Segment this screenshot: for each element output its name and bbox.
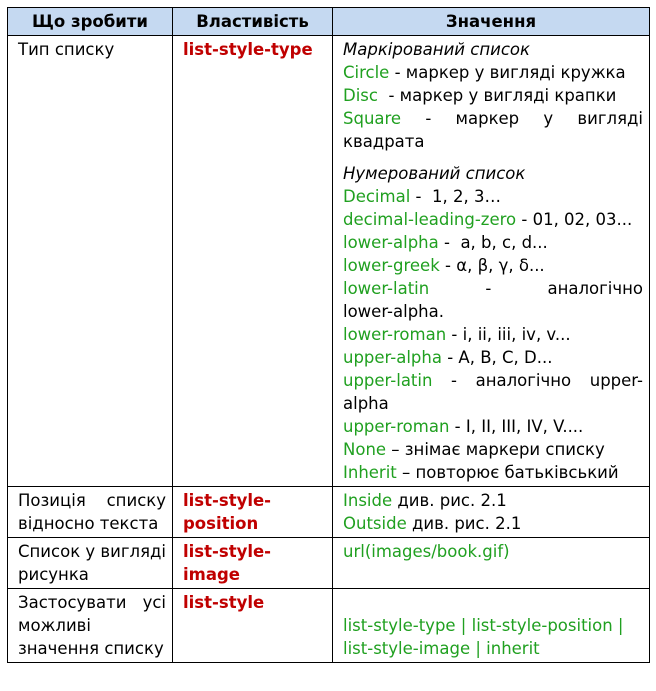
header-value: Значення <box>332 7 650 36</box>
list-item: Inside див. рис. 2.1 <box>343 491 507 510</box>
header-property: Властивість <box>172 7 333 36</box>
header-what: Що зробити <box>7 7 173 36</box>
cell-property: list-style <box>172 588 333 663</box>
list-item: Circle - маркер у вигляді кружка <box>343 63 626 82</box>
cell-values: Маркірований список Circle - маркер у ви… <box>332 35 650 487</box>
cell-property: list-style-image <box>172 537 333 589</box>
list-item: lower-latin - аналогічно lower-alpha. <box>343 279 643 321</box>
cell-property: list-style-position <box>172 486 333 538</box>
list-item: Outside див. рис. 2.1 <box>343 514 522 533</box>
cell-what: Список у вигляді рисунка <box>7 537 173 589</box>
list-item: Decimal - 1, 2, 3… <box>343 187 501 206</box>
numbered-list-heading: Нумерований список <box>343 164 526 183</box>
list-item: lower-greek - α, β, γ, δ... <box>343 256 545 275</box>
list-item: lower-alpha - a, b, c, d... <box>343 233 548 252</box>
cell-values: Inside див. рис. 2.1 Outside див. рис. 2… <box>332 486 650 538</box>
cell-value: url(images/book.gif) <box>332 537 650 589</box>
css-list-properties-table: Що зробити Властивість Значення Тип спис… <box>7 7 650 663</box>
cell-what: Застосувати усі можливі значення списку <box>7 588 173 663</box>
list-item: Disc - маркер у вигляді крапки <box>343 86 617 105</box>
list-item: upper-roman - I, II, III, IV, V.... <box>343 417 584 436</box>
cell-value: list-style-type | list-style-position | … <box>332 588 650 663</box>
table-row: Позиція списку відносно текста list-styl… <box>7 486 650 538</box>
list-item: decimal-leading-zero - 01, 02, 03... <box>343 210 633 229</box>
marked-list-heading: Маркірований список <box>343 40 530 59</box>
list-item: upper-alpha - A, B, C, D... <box>343 348 553 367</box>
cell-what: Позиція списку відносно текста <box>7 486 173 538</box>
table-row: Застосувати усі можливі значення списку … <box>7 588 650 663</box>
list-item: Square - маркер у вигляді квадрата <box>343 109 643 151</box>
list-item: upper-latin - аналогічно upper-alpha <box>343 371 643 413</box>
cell-what: Тип списку <box>7 35 173 487</box>
header-row: Що зробити Властивість Значення <box>7 7 650 36</box>
list-item: None – знімає маркери списку <box>343 440 605 459</box>
table-row: Тип списку list-style-type Маркірований … <box>7 35 650 487</box>
table-row: Список у вигляді рисунка list-style-imag… <box>7 537 650 589</box>
cell-property: list-style-type <box>172 35 333 487</box>
list-item: lower-roman - i, ii, iii, iv, v... <box>343 325 571 344</box>
list-item: Inherit – повторює батьківський <box>343 463 619 482</box>
